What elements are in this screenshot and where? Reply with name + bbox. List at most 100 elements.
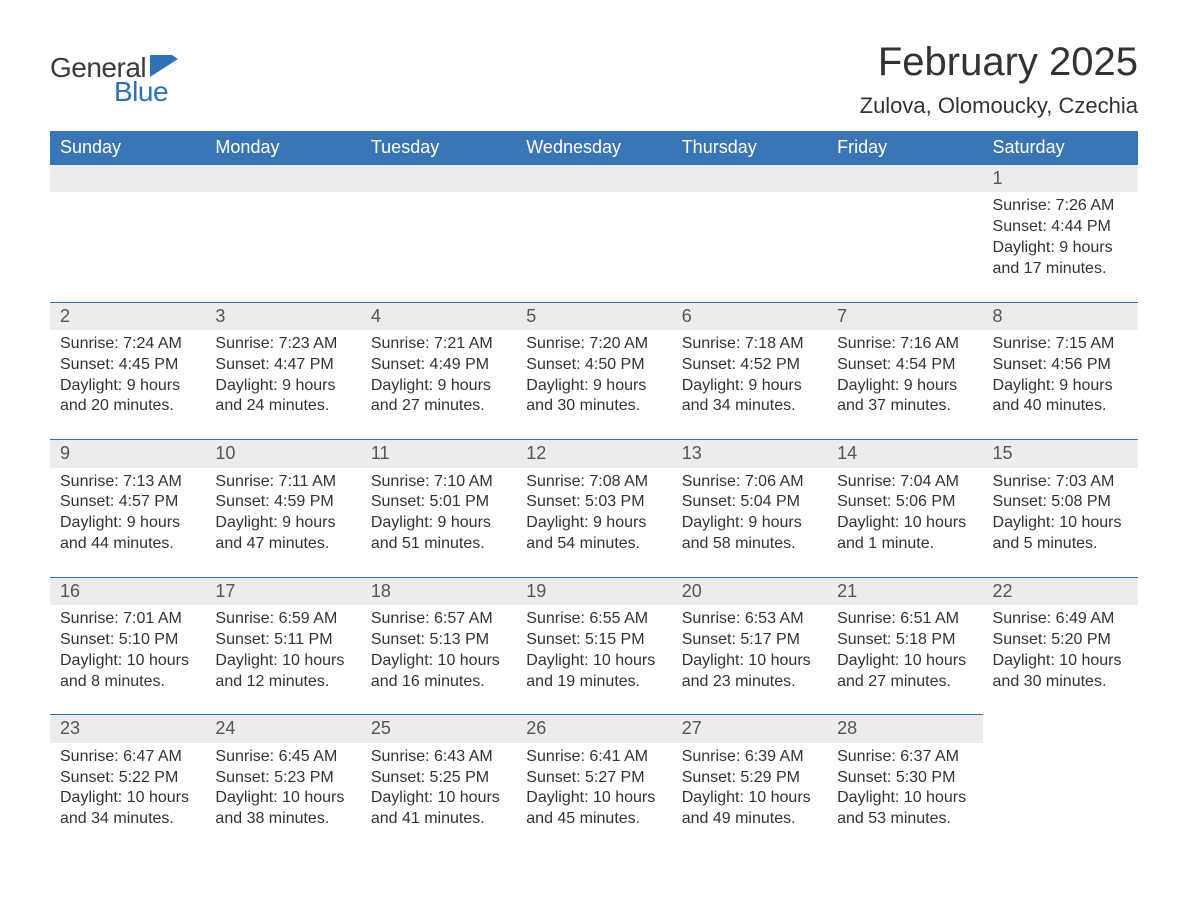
daylight-line: Daylight: 9 hours and 47 minutes. [215, 513, 350, 555]
daylight-line: Daylight: 10 hours and 19 minutes. [526, 651, 661, 693]
day-body: Sunrise: 6:45 AMSunset: 5:23 PMDaylight:… [205, 743, 360, 830]
calendar-cell: 11Sunrise: 7:10 AMSunset: 5:01 PMDayligh… [361, 439, 516, 577]
day-body: Sunrise: 7:06 AMSunset: 5:04 PMDaylight:… [672, 468, 827, 555]
sunset-line: Sunset: 5:01 PM [371, 492, 506, 513]
day-body: Sunrise: 6:47 AMSunset: 5:22 PMDaylight:… [50, 743, 205, 830]
sunset-line: Sunset: 5:27 PM [526, 768, 661, 789]
weekday-header: Sunday [50, 131, 205, 164]
sunset-line: Sunset: 5:08 PM [993, 492, 1128, 513]
logo: General Blue [50, 40, 184, 108]
calendar-cell: 14Sunrise: 7:04 AMSunset: 5:06 PMDayligh… [827, 439, 982, 577]
sunset-line: Sunset: 5:11 PM [215, 630, 350, 651]
day-number-bar: 5 [516, 302, 671, 330]
daylight-line: Daylight: 10 hours and 8 minutes. [60, 651, 195, 693]
day-number-bar: 23 [50, 714, 205, 742]
calendar-row: 16Sunrise: 7:01 AMSunset: 5:10 PMDayligh… [50, 577, 1138, 715]
weekday-header: Saturday [983, 131, 1138, 164]
daylight-line: Daylight: 10 hours and 1 minute. [837, 513, 972, 555]
calendar-cell [361, 164, 516, 302]
day-number-bar: 9 [50, 439, 205, 467]
calendar-row: 9Sunrise: 7:13 AMSunset: 4:57 PMDaylight… [50, 439, 1138, 577]
day-number-bar: 26 [516, 714, 671, 742]
day-number-bar-empty [516, 164, 671, 192]
sunset-line: Sunset: 5:29 PM [682, 768, 817, 789]
calendar-cell: 20Sunrise: 6:53 AMSunset: 5:17 PMDayligh… [672, 577, 827, 715]
calendar-cell: 5Sunrise: 7:20 AMSunset: 4:50 PMDaylight… [516, 302, 671, 440]
calendar-cell: 21Sunrise: 6:51 AMSunset: 5:18 PMDayligh… [827, 577, 982, 715]
calendar-cell: 26 Sunrise: 6:41 AMSunset: 5:27 PMDayligh… [516, 714, 671, 852]
daylight-line: Daylight: 10 hours and 45 minutes. [526, 788, 661, 830]
day-number-bar: 3 [205, 302, 360, 330]
day-number-bar-empty [672, 164, 827, 192]
day-number-bar: 22 [983, 577, 1138, 605]
day-body: Sunrise: 7:11 AMSunset: 4:59 PMDaylight:… [205, 468, 360, 555]
header: General Blue February 2025 Zulova, Olomo… [50, 40, 1138, 119]
day-number-bar-empty [50, 164, 205, 192]
day-number-bar: 8 [983, 302, 1138, 330]
calendar-cell: 2Sunrise: 7:24 AMSunset: 4:45 PMDaylight… [50, 302, 205, 440]
calendar-header-row: SundayMondayTuesdayWednesdayThursdayFrid… [50, 131, 1138, 164]
sunrise-line: Sunrise: 6:51 AM [837, 609, 972, 630]
sunrise-line: Sunrise: 6:47 AM [60, 747, 195, 768]
day-number-bar: 2 [50, 302, 205, 330]
day-body: Sunrise: 6:37 AMSunset: 5:30 PMDaylight:… [827, 743, 982, 830]
day-body: Sunrise: 7:23 AMSunset: 4:47 PMDaylight:… [205, 330, 360, 417]
sunrise-line: Sunrise: 6:41 AM [526, 747, 661, 768]
calendar-cell: 13Sunrise: 7:06 AMSunset: 5:04 PMDayligh… [672, 439, 827, 577]
day-number-bar: 12 [516, 439, 671, 467]
day-body: Sunrise: 7:21 AMSunset: 4:49 PMDaylight:… [361, 330, 516, 417]
day-body: Sunrise: 7:24 AMSunset: 4:45 PMDaylight:… [50, 330, 205, 417]
daylight-line: Daylight: 9 hours and 44 minutes. [60, 513, 195, 555]
sunrise-line: Sunrise: 7:24 AM [60, 334, 195, 355]
calendar-cell: 10Sunrise: 7:11 AMSunset: 4:59 PMDayligh… [205, 439, 360, 577]
daylight-line: Daylight: 10 hours and 16 minutes. [371, 651, 506, 693]
day-body: Sunrise: 6:39 AMSunset: 5:29 PMDaylight:… [672, 743, 827, 830]
day-body: Sunrise: 7:03 AMSunset: 5:08 PMDaylight:… [983, 468, 1138, 555]
day-number-bar: 27 [672, 714, 827, 742]
day-number-bar: 11 [361, 439, 516, 467]
day-body: Sunrise: 6:53 AMSunset: 5:17 PMDaylight:… [672, 605, 827, 692]
day-number-bar: 10 [205, 439, 360, 467]
calendar-cell [205, 164, 360, 302]
calendar-cell: 23Sunrise: 6:47 AMSunset: 5:22 PMDayligh… [50, 714, 205, 852]
day-number-bar-empty [361, 164, 516, 192]
sunset-line: Sunset: 4:59 PM [215, 492, 350, 513]
daylight-line: Daylight: 10 hours and 41 minutes. [371, 788, 506, 830]
sunrise-line: Sunrise: 7:21 AM [371, 334, 506, 355]
sunset-line: Sunset: 5:10 PM [60, 630, 195, 651]
daylight-line: Daylight: 10 hours and 27 minutes. [837, 651, 972, 693]
sunset-line: Sunset: 5:15 PM [526, 630, 661, 651]
weekday-header: Thursday [672, 131, 827, 164]
sunrise-line: Sunrise: 7:16 AM [837, 334, 972, 355]
day-body: Sunrise: 7:08 AMSunset: 5:03 PMDaylight:… [516, 468, 671, 555]
sunrise-line: Sunrise: 7:23 AM [215, 334, 350, 355]
daylight-line: Daylight: 9 hours and 17 minutes. [993, 238, 1128, 280]
day-body: Sunrise: 7:01 AMSunset: 5:10 PMDaylight:… [50, 605, 205, 692]
sunset-line: Sunset: 4:49 PM [371, 355, 506, 376]
sunset-line: Sunset: 5:23 PM [215, 768, 350, 789]
day-number-bar: 19 [516, 577, 671, 605]
sunset-line: Sunset: 5:17 PM [682, 630, 817, 651]
sunrise-line: Sunrise: 6:55 AM [526, 609, 661, 630]
day-body: Sunrise: 7:20 AMSunset: 4:50 PMDaylight:… [516, 330, 671, 417]
day-body: Sunrise: 7:13 AMSunset: 4:57 PMDaylight:… [50, 468, 205, 555]
sunset-line: Sunset: 5:04 PM [682, 492, 817, 513]
calendar-cell: 1Sunrise: 7:26 AMSunset: 4:44 PMDaylight… [983, 164, 1138, 302]
sunrise-line: Sunrise: 6:43 AM [371, 747, 506, 768]
sunset-line: Sunset: 5:30 PM [837, 768, 972, 789]
calendar-cell: 16Sunrise: 7:01 AMSunset: 5:10 PMDayligh… [50, 577, 205, 715]
calendar-cell [827, 164, 982, 302]
calendar-row: 2Sunrise: 7:24 AMSunset: 4:45 PMDaylight… [50, 302, 1138, 440]
day-body: Sunrise: 7:18 AMSunset: 4:52 PMDaylight:… [672, 330, 827, 417]
day-body: Sunrise: 6:43 AMSunset: 5:25 PMDaylight:… [361, 743, 516, 830]
day-number-bar: 13 [672, 439, 827, 467]
sunrise-line: Sunrise: 6:39 AM [682, 747, 817, 768]
sunrise-line: Sunrise: 7:18 AM [682, 334, 817, 355]
weekday-header: Friday [827, 131, 982, 164]
day-body: Sunrise: 7:04 AMSunset: 5:06 PMDaylight:… [827, 468, 982, 555]
calendar-cell [50, 164, 205, 302]
day-number-bar: 15 [983, 439, 1138, 467]
calendar-cell: 4Sunrise: 7:21 AMSunset: 4:49 PMDaylight… [361, 302, 516, 440]
calendar-cell: 28Sunrise: 6:37 AMSunset: 5:30 PMDayligh… [827, 714, 982, 852]
weekday-header: Monday [205, 131, 360, 164]
